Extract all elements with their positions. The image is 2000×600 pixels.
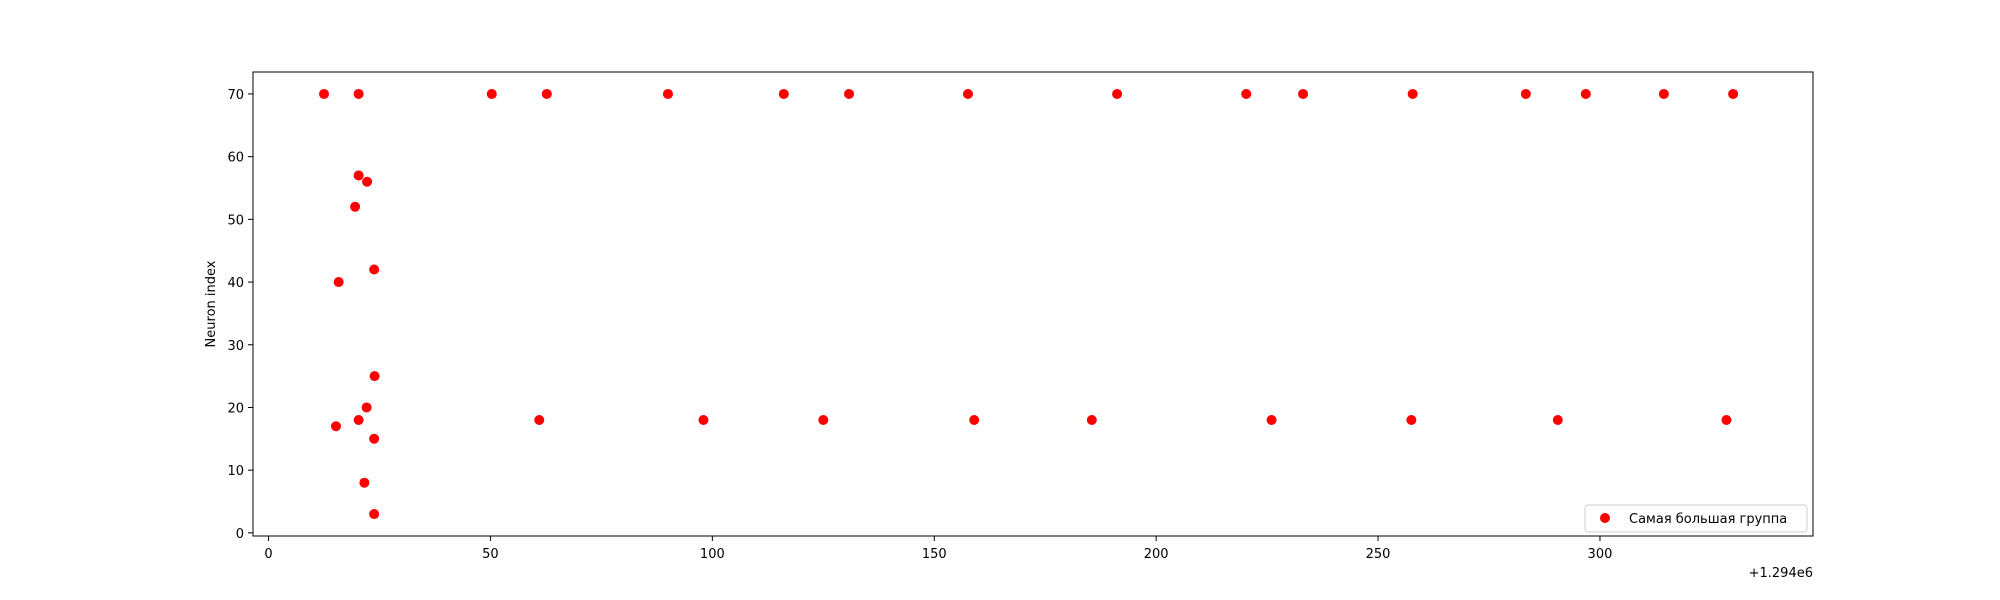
y-tick-label: 60: [227, 151, 244, 166]
data-point: [1721, 415, 1732, 425]
data-point: [534, 415, 545, 425]
data-point: [1658, 88, 1669, 99]
data-point: [962, 88, 973, 99]
data-point: [1241, 88, 1252, 99]
x-tick-label: 150: [922, 547, 947, 562]
data-point: [1580, 88, 1591, 99]
data-point: [1112, 88, 1123, 99]
data-point: [362, 176, 373, 187]
legend-marker: [1600, 513, 1610, 523]
data-point: [369, 509, 380, 520]
y-axis-label: Neuron index: [204, 260, 219, 347]
data-point: [353, 170, 364, 181]
y-tick-label: 20: [227, 401, 244, 416]
data-points: [319, 88, 1739, 520]
legend: Самая большая группа: [1584, 504, 1808, 533]
data-point: [333, 277, 344, 288]
data-point: [361, 402, 372, 413]
x-tick-label: 0: [264, 547, 272, 562]
legend-label: Самая большая группа: [1629, 512, 1787, 527]
data-point: [1552, 415, 1563, 425]
data-point: [319, 88, 330, 99]
x-axis-offset-label: +1.294e6: [1749, 566, 1813, 581]
data-point: [353, 415, 364, 425]
y-axis: 0 10 20 30 40 50 60 70: [227, 88, 253, 542]
data-point: [330, 421, 341, 432]
y-tick-label: 50: [227, 213, 244, 228]
data-point: [1298, 88, 1309, 99]
y-tick-label: 10: [227, 464, 244, 479]
data-point: [1520, 88, 1531, 99]
data-point: [369, 433, 380, 444]
data-point: [1266, 415, 1277, 425]
data-point: [350, 201, 361, 212]
data-point: [369, 264, 380, 275]
y-tick-label: 0: [236, 527, 244, 542]
data-point: [969, 415, 980, 425]
data-point: [353, 88, 364, 99]
data-point: [778, 88, 789, 99]
data-point: [1728, 88, 1739, 99]
plot-area: [252, 71, 1814, 537]
y-tick-label: 30: [227, 339, 244, 354]
x-tick-label: 50: [482, 547, 499, 562]
x-tick-label: 200: [1144, 547, 1169, 562]
y-tick-label: 70: [227, 88, 244, 103]
data-point: [844, 88, 855, 99]
data-point: [1406, 415, 1417, 425]
data-point: [1407, 88, 1418, 99]
x-tick-label: 250: [1366, 547, 1391, 562]
data-point: [486, 88, 497, 99]
data-point: [818, 415, 829, 425]
legend-box: [1584, 504, 1808, 533]
data-point: [1086, 415, 1097, 425]
x-tick-label: 300: [1588, 547, 1613, 562]
data-point: [359, 477, 370, 488]
y-tick-label: 40: [227, 276, 244, 291]
data-point: [369, 371, 380, 382]
data-point: [541, 88, 552, 99]
x-axis: 0 50 100 150 200 250 300: [264, 536, 1612, 562]
data-point: [698, 415, 709, 425]
data-point: [662, 88, 673, 99]
x-tick-label: 100: [700, 547, 725, 562]
